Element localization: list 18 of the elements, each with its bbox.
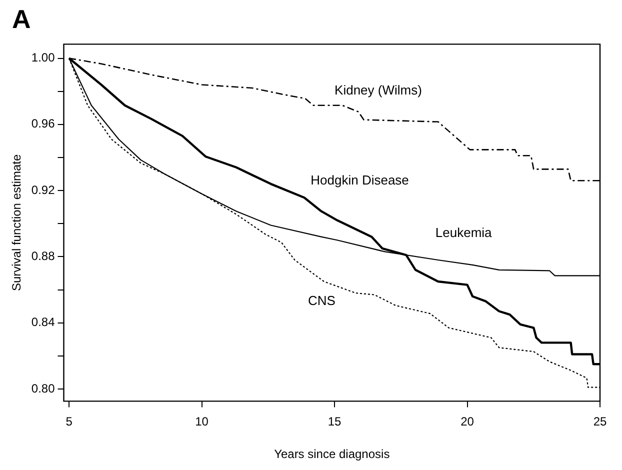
y-axis-title: Survival function estimate [10,154,24,292]
y-tick-label: 0.80 [31,381,56,396]
y-tick-label: 0.84 [31,315,56,330]
x-tick-label: 10 [195,414,209,429]
series-label: CNS [308,293,336,308]
series-label: Hodgkin Disease [310,172,409,188]
chart-title: A [12,4,31,35]
x-tick-label: 5 [66,414,73,429]
series-label: Kidney (Wilms) [334,82,422,98]
x-tick-label: 20 [460,414,474,429]
y-tick-label: 0.92 [31,182,56,197]
series-label: Leukemia [435,224,493,240]
x-tick-label: 15 [328,414,342,429]
y-tick-label: 1.00 [31,50,56,65]
y-tick-label: 0.96 [31,116,56,131]
x-tick-label: 25 [593,414,607,429]
x-axis-title: Years since diagnosis [274,447,390,462]
y-tick-label: 0.88 [31,248,56,263]
